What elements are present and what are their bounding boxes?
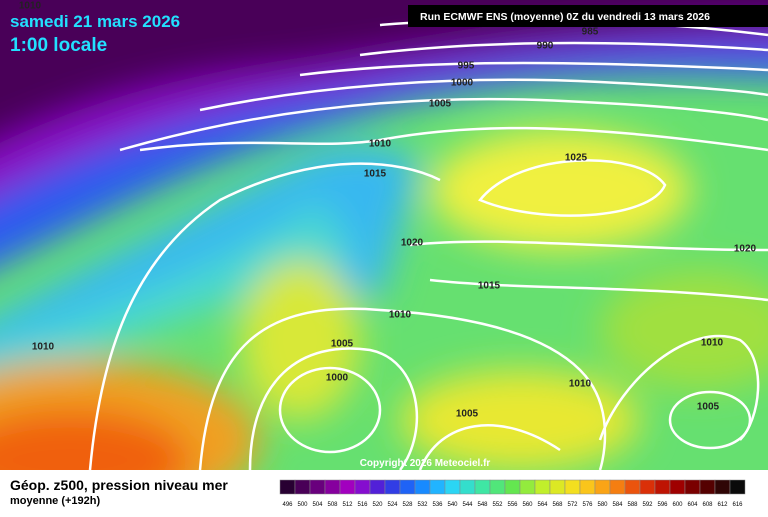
scale-swatch	[699, 479, 716, 495]
scale-label: 584	[612, 502, 623, 508]
isobar-label: 1010	[389, 310, 412, 321]
isobar-label: 1005	[697, 402, 720, 413]
scale-label: 576	[582, 502, 593, 508]
scale-label: 540	[447, 502, 458, 508]
footer-subtitle: moyenne (+192h)	[10, 495, 101, 507]
isobar-label: 1010	[569, 379, 592, 390]
scale-swatch	[339, 479, 356, 495]
scale-label: 528	[402, 502, 413, 508]
isobar-label: 1005	[456, 409, 479, 420]
isobar-label: 1010	[32, 342, 55, 353]
scale-label: 596	[657, 502, 668, 508]
scale-swatch	[519, 479, 536, 495]
scale-swatch	[369, 479, 386, 495]
isobar-label: 1010	[701, 338, 724, 349]
scale-swatch	[639, 479, 656, 495]
scale-label: 568	[552, 502, 563, 508]
scale-swatch	[549, 479, 566, 495]
scale-swatch	[504, 479, 521, 495]
isobar-label: 1000	[451, 78, 474, 89]
scale-swatch	[474, 479, 491, 495]
scale-swatch	[624, 479, 641, 495]
scale-swatch	[594, 479, 611, 495]
run-info: Run ECMWF ENS (moyenne) 0Z du vendredi 1…	[420, 11, 710, 23]
isobar-labels: 1010 985 990 995 1000 1005 1010 1015 1025 1020 102…	[19, 1, 757, 420]
scale-swatch	[684, 479, 701, 495]
color-scale: 496 500 504 508 512 516 520 524 528 532 536 540 544 5…	[279, 479, 746, 508]
scale-swatch	[489, 479, 506, 495]
date: samedi 21 mars 2026	[10, 12, 180, 31]
scale-label: 592	[642, 502, 653, 508]
scale-swatch	[309, 479, 326, 495]
scale-label: 612	[717, 502, 728, 508]
isobar-label: 985	[582, 27, 599, 38]
scale-label: 496	[282, 502, 293, 508]
run-banner	[408, 5, 768, 27]
scale-swatch	[384, 479, 401, 495]
isobar-label: 1010	[19, 1, 42, 12]
copyright: Copyright 2026 Meteociel.fr	[360, 458, 491, 469]
scale-label: 508	[327, 502, 338, 508]
scale-label: 608	[702, 502, 713, 508]
scale-swatch	[399, 479, 416, 495]
scale-label: 536	[432, 502, 443, 508]
scale-label: 516	[357, 502, 368, 508]
scale-label: 504	[312, 502, 323, 508]
scale-swatch	[714, 479, 731, 495]
scale-swatch	[444, 479, 461, 495]
scale-swatch	[414, 479, 431, 495]
scale-label: 616	[732, 502, 743, 508]
scale-label: 524	[387, 502, 398, 508]
isobar-label: 1025	[565, 153, 588, 164]
scale-label: 532	[417, 502, 428, 508]
isobar-label: 1005	[429, 99, 452, 110]
isobar-label: 1000	[326, 373, 349, 384]
scale-swatch	[534, 479, 551, 495]
scale-label: 556	[507, 502, 518, 508]
scale-swatch	[324, 479, 341, 495]
scale-label: 580	[597, 502, 608, 508]
scale-swatch	[459, 479, 476, 495]
scale-swatch	[294, 479, 311, 495]
scale-label: 500	[297, 502, 308, 508]
scale-label: 600	[672, 502, 683, 508]
scale-label: 588	[627, 502, 638, 508]
time: 1:00 locale	[10, 35, 107, 56]
scale-swatch	[564, 479, 581, 495]
scale-label: 564	[537, 502, 548, 508]
footer-title: Géop. z500, pression niveau mer	[10, 477, 228, 493]
scale-swatch	[609, 479, 626, 495]
scale-swatch	[579, 479, 596, 495]
scale-label: 604	[687, 502, 698, 508]
scale-swatch	[279, 479, 296, 495]
scale-label: 548	[477, 502, 488, 508]
scale-label: 544	[462, 502, 473, 508]
isobar-label: 995	[458, 61, 475, 72]
scale-label: 560	[522, 502, 533, 508]
scale-swatch	[729, 479, 746, 495]
isobar-label: 1020	[734, 244, 757, 255]
scale-swatch	[654, 479, 671, 495]
isobar-label: 1015	[364, 169, 387, 180]
scale-swatch	[669, 479, 686, 495]
scale-label: 520	[372, 502, 383, 508]
isobar-label: 1010	[369, 139, 392, 150]
isobar-label: 1020	[401, 238, 424, 249]
scale-label: 552	[492, 502, 503, 508]
isobars	[88, 18, 768, 470]
scale-swatch	[429, 479, 446, 495]
isobar-label: 1005	[331, 339, 354, 350]
scale-label: 572	[567, 502, 578, 508]
scale-label: 512	[342, 502, 353, 508]
isobar-label: 990	[537, 41, 554, 52]
scale-swatch	[354, 479, 371, 495]
isobar-label: 1015	[478, 281, 501, 292]
